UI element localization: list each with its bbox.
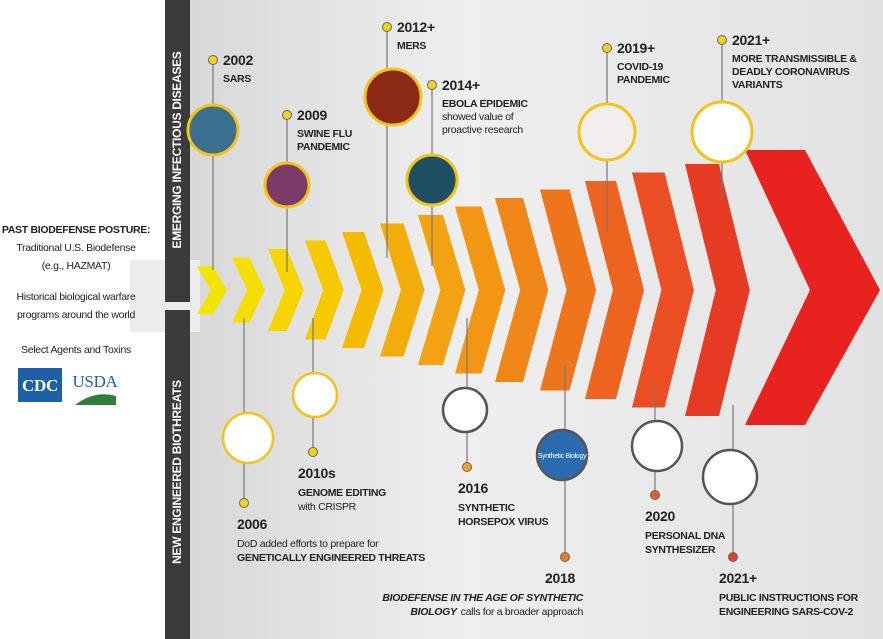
band-label: NEW ENGINEERED BIOTHREATS [170,380,184,564]
chevron [495,198,549,382]
marker-dot [308,447,318,457]
event-icon [630,419,684,473]
top-band [165,0,190,302]
chevron-arrow [197,150,880,425]
event-text: VARIANTS [732,79,783,91]
event-year: 2012+ [397,19,435,35]
icon-text: Synthetic Biology [538,453,587,460]
event-icon [577,102,637,162]
marker-dot [728,552,738,562]
event-icon [701,448,759,506]
event-icon [291,371,339,419]
marker-dot [650,490,660,500]
event-text: calls for a broader approach [461,606,584,618]
event-year: 2014+ [442,77,480,93]
chevron [232,257,265,323]
event-text: BIOLOGY calls for a broader approach [410,606,583,618]
marker-dot [208,55,218,65]
left-panel: PAST BIODEFENSE POSTURE: Traditional U.S… [2,224,150,405]
heading: PAST BIODEFENSE POSTURE: [2,224,150,236]
event-year: 2009 [297,107,327,123]
event-icon [221,411,275,465]
arrow-head [745,150,880,425]
bottom-band [165,310,190,639]
event-year: 2021+ [732,32,770,48]
event-icon [405,153,459,207]
band-label: EMERGING INFECTIOUS DISEASES [170,51,184,248]
chevron [197,266,227,314]
chevron [632,172,694,408]
marker-dot [239,498,249,508]
event-text: SYNTHETIC [458,502,516,514]
text-line: Historical biological warfare [16,291,136,303]
event-text: COVID-19 [617,61,663,73]
event-text: SYNTHESIZER [645,544,716,556]
event-text: EBOLA EPIDEMIC [442,98,529,110]
event-text: with CRISPR [297,501,357,513]
chevron [305,240,344,340]
chevron [585,181,644,399]
event-text: proactive research [442,124,523,136]
marker-dot [717,35,727,45]
event-text: PUBLIC INSTRUCTIONS FOR [719,592,859,604]
event-text: PANDEMIC [617,74,671,86]
event-text: MORE TRANSMISSIBLE & [732,53,857,65]
chevron [268,249,304,331]
event-icon [441,386,489,434]
event-text: DEADLY CORONAVIRUS [732,66,850,78]
chevron [418,215,466,365]
event-text: SARS [223,73,251,85]
event-icon [186,103,240,157]
event-text: PANDEMIC [297,141,351,153]
event-icon [535,428,589,482]
chevron [540,189,597,391]
event-year: 2016 [458,480,488,496]
event-year: 2020 [645,508,675,524]
logo-text: CDC [22,376,58,395]
event-emphasis: BIODEFENSE IN THE AGE OF SYNTHETIC [382,592,583,604]
marker-dot [602,43,612,53]
event-text: MERS [397,40,426,52]
event-emphasis: BIOLOGY [410,606,458,618]
text-line: Select Agents and Toxins [21,344,131,356]
event-year: 2010s [298,465,336,481]
event-icon [690,100,754,164]
event-year: 2018 [545,570,575,586]
text-line: Traditional U.S. Biodefense [16,242,136,254]
event-text: PERSONAL DNA [645,530,726,542]
chevron [685,164,750,416]
chevron [380,223,425,357]
marker-dot [427,80,437,90]
chevron [342,232,384,348]
cdc-logo [18,368,62,402]
marker-dot [560,552,570,562]
event-text: ENGINEERING SARS-COV-2 [719,606,853,618]
event-icon [263,161,311,209]
event-year: 2021+ [719,570,757,586]
event-icon [363,67,423,127]
marker-dot [462,462,472,472]
marker-dot [382,22,392,32]
text-line: programs around the world [17,309,135,321]
logo-text: USDA [72,372,118,391]
event-text: GENETICALLY ENGINEERED THREATS [237,552,425,564]
event-text: SWINE FLU [297,128,352,140]
text-line: (e.g., HAZMAT) [42,260,111,272]
event-text: showed value of [442,111,514,123]
event-year: 2006 [237,516,267,532]
marker-dot [282,110,292,120]
event-text: HORSEPOX VIRUS [458,516,549,528]
event-text: GENOME EDITING [298,487,386,499]
event-year: 2019+ [617,40,655,56]
event-text: DoD added efforts to prepare for [237,538,379,550]
usda-swoosh [75,394,116,405]
event-year: 2002 [223,52,253,68]
